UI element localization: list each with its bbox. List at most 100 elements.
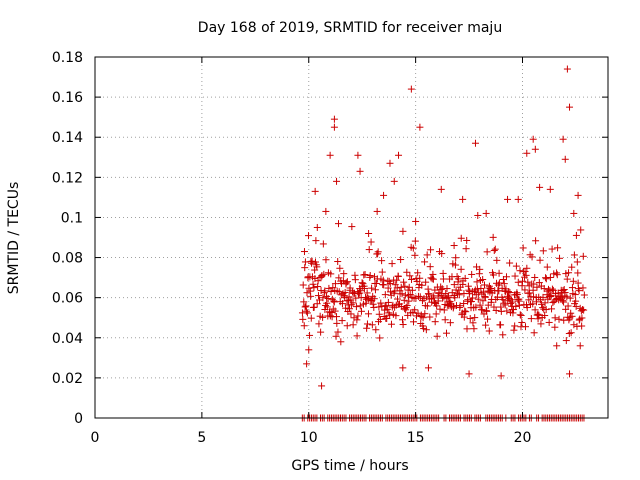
data-point (546, 185, 554, 193)
data-point (300, 322, 308, 330)
data-point (427, 246, 435, 254)
data-point (559, 297, 567, 305)
data-point (513, 289, 521, 297)
data-point (480, 288, 488, 296)
data-point (500, 280, 508, 288)
data-point (546, 273, 554, 281)
data-point (579, 252, 587, 260)
data-point (555, 315, 563, 323)
data-point (411, 306, 419, 314)
data-point (521, 323, 529, 331)
plot-frame (94, 56, 609, 419)
data-point (549, 299, 557, 307)
data-point (340, 270, 348, 278)
data-point (475, 289, 483, 297)
data-point (313, 263, 321, 271)
data-point (416, 274, 424, 282)
data-point (460, 300, 468, 308)
data-point (366, 272, 374, 280)
data-point (320, 270, 328, 278)
data-point (372, 280, 380, 288)
data-point (513, 290, 521, 298)
data-point (337, 291, 345, 299)
data-point (330, 298, 338, 306)
data-point (346, 284, 354, 292)
data-point (565, 330, 573, 338)
data-point (548, 305, 556, 313)
data-point (363, 289, 371, 297)
data-point (374, 248, 382, 256)
data-point (528, 253, 536, 261)
data-point (310, 303, 318, 311)
data-point (533, 298, 541, 306)
data-point (327, 270, 335, 278)
data-point (375, 303, 383, 311)
data-point (443, 285, 451, 293)
data-point (478, 306, 486, 314)
data-point (331, 280, 339, 288)
y-tick-label: 0.04 (52, 331, 83, 347)
data-point (453, 290, 461, 298)
data-point (501, 301, 509, 309)
data-point (338, 300, 346, 308)
data-point (497, 372, 505, 380)
data-point (349, 321, 357, 329)
data-point (304, 232, 312, 240)
data-point (300, 298, 308, 306)
data-point (368, 321, 376, 329)
data-point (576, 342, 584, 350)
data-point (386, 279, 394, 287)
data-point (406, 272, 414, 280)
data-point (369, 300, 377, 308)
data-point (490, 247, 498, 255)
data-point (311, 187, 319, 195)
data-point (331, 307, 339, 315)
data-point (559, 135, 567, 143)
y-tick-label: 0.02 (52, 371, 83, 387)
data-point (577, 226, 585, 234)
data-point (459, 195, 467, 203)
data-point (495, 269, 503, 277)
data-point (465, 370, 473, 378)
data-point (360, 284, 368, 292)
data-point (412, 217, 420, 225)
data-point (541, 299, 549, 307)
data-point (319, 294, 327, 302)
data-point (326, 151, 334, 159)
data-point (560, 286, 568, 294)
data-point (530, 329, 538, 337)
data-point (516, 311, 524, 319)
data-point (455, 291, 463, 299)
data-point (446, 319, 454, 327)
data-point (397, 283, 405, 291)
data-point (373, 207, 381, 215)
data-point (394, 272, 402, 280)
data-point (313, 300, 321, 308)
data-point (531, 273, 539, 281)
data-point (553, 342, 561, 350)
data-point (532, 237, 540, 245)
x-axis-label: GPS time / hours (291, 458, 408, 474)
data-point (461, 274, 469, 282)
data-point (440, 306, 448, 314)
data-point (466, 315, 474, 323)
data-point (508, 298, 516, 306)
data-point (376, 315, 384, 323)
data-point (564, 302, 572, 310)
data-point (312, 237, 320, 245)
data-point (471, 314, 479, 322)
chart-title: Day 168 of 2019, SRMTID for receiver maj… (198, 20, 502, 36)
data-point (323, 303, 331, 311)
data-point (539, 293, 547, 301)
data-point (548, 245, 556, 253)
y-tick-label: 0.12 (52, 170, 83, 186)
data-point (357, 307, 365, 315)
data-point (456, 302, 464, 310)
y-tick-label: 0.1 (61, 210, 83, 226)
data-point (356, 167, 364, 175)
data-point (426, 263, 434, 271)
data-point (465, 286, 473, 294)
data-point (414, 309, 422, 317)
data-point (337, 338, 345, 346)
data-point (542, 275, 550, 283)
